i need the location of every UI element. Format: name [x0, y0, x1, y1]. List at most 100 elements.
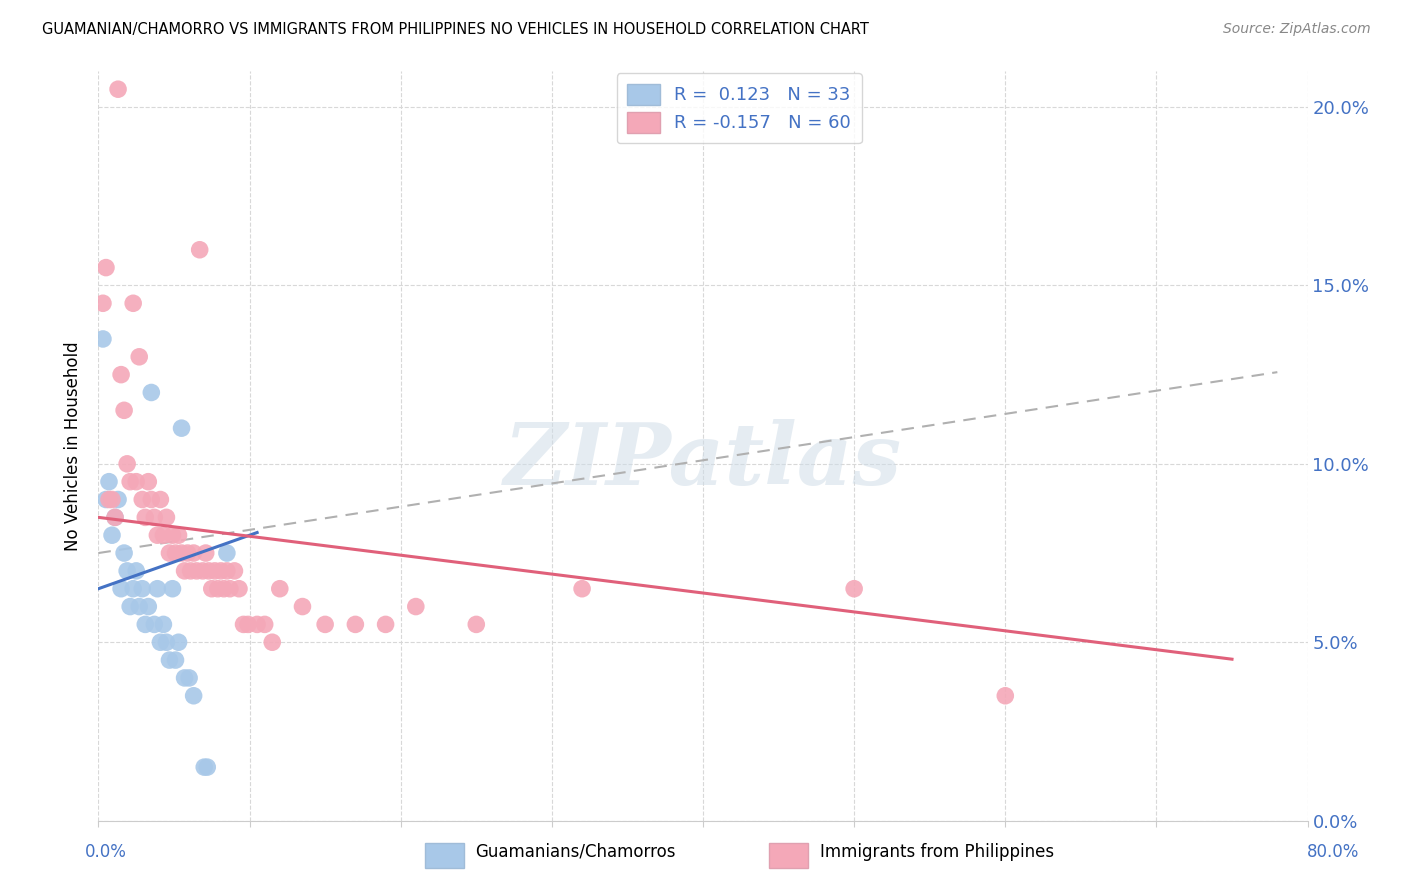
Text: ZIPatlas: ZIPatlas — [503, 419, 903, 503]
Point — [405, 599, 427, 614]
Point — [571, 582, 593, 596]
Point — [219, 582, 242, 596]
Point — [143, 510, 166, 524]
Point — [146, 582, 169, 596]
Point — [115, 457, 138, 471]
Point — [149, 492, 172, 507]
Point — [994, 689, 1017, 703]
Point — [94, 260, 117, 275]
Point — [204, 564, 226, 578]
Point — [101, 492, 124, 507]
Point — [232, 617, 254, 632]
Point — [91, 332, 114, 346]
Point — [170, 421, 193, 435]
Point — [110, 368, 132, 382]
Point — [191, 564, 214, 578]
Point — [91, 296, 114, 310]
Point — [125, 475, 148, 489]
Point — [146, 528, 169, 542]
Point — [101, 528, 124, 542]
Point — [183, 689, 205, 703]
Text: Guamanians/Chamorros: Guamanians/Chamorros — [475, 843, 676, 861]
Point — [314, 617, 336, 632]
Point — [162, 582, 184, 596]
Point — [193, 760, 215, 774]
Point — [149, 635, 172, 649]
Point — [107, 492, 129, 507]
Point — [128, 599, 150, 614]
Point — [112, 403, 135, 417]
Y-axis label: No Vehicles in Household: No Vehicles in Household — [65, 341, 83, 551]
Point — [120, 475, 142, 489]
Point — [136, 475, 159, 489]
Text: Source: ZipAtlas.com: Source: ZipAtlas.com — [1223, 22, 1371, 37]
Point — [112, 546, 135, 560]
Point — [128, 350, 150, 364]
Point — [195, 760, 218, 774]
Point — [176, 546, 198, 560]
Point — [155, 510, 177, 524]
Point — [173, 564, 195, 578]
Text: Immigrants from Philippines: Immigrants from Philippines — [820, 843, 1054, 861]
Point — [183, 546, 205, 560]
Point — [115, 564, 138, 578]
Point — [159, 546, 181, 560]
Point — [104, 510, 127, 524]
Point — [110, 582, 132, 596]
Point — [212, 582, 235, 596]
Point — [167, 635, 190, 649]
Point — [173, 671, 195, 685]
Point — [134, 617, 156, 632]
Point — [262, 635, 284, 649]
Point — [201, 582, 224, 596]
Text: GUAMANIAN/CHAMORRO VS IMMIGRANTS FROM PHILIPPINES NO VEHICLES IN HOUSEHOLD CORRE: GUAMANIAN/CHAMORRO VS IMMIGRANTS FROM PH… — [42, 22, 869, 37]
Point — [131, 582, 153, 596]
Point — [122, 296, 145, 310]
Point — [179, 671, 201, 685]
Point — [344, 617, 367, 632]
Point — [107, 82, 129, 96]
Point — [236, 617, 259, 632]
Point — [215, 546, 238, 560]
Point — [186, 564, 208, 578]
Point — [122, 582, 145, 596]
Point — [155, 635, 177, 649]
Point — [136, 599, 159, 614]
Point — [152, 617, 174, 632]
Point — [844, 582, 866, 596]
Point — [165, 546, 187, 560]
Point — [188, 243, 211, 257]
Text: 0.0%: 0.0% — [84, 843, 127, 861]
Point — [141, 492, 163, 507]
Point — [162, 528, 184, 542]
Point — [167, 528, 190, 542]
Point — [152, 528, 174, 542]
Point — [94, 492, 117, 507]
Point — [180, 564, 202, 578]
Point — [209, 564, 232, 578]
Point — [165, 653, 187, 667]
Point — [134, 510, 156, 524]
Text: 80.0%: 80.0% — [1306, 843, 1360, 861]
Point — [170, 546, 193, 560]
Point — [194, 546, 217, 560]
Point — [374, 617, 396, 632]
Point — [465, 617, 488, 632]
Point — [253, 617, 276, 632]
Point — [159, 653, 181, 667]
Point — [215, 564, 238, 578]
Point — [291, 599, 314, 614]
Point — [104, 510, 127, 524]
Point — [143, 617, 166, 632]
Point — [207, 582, 229, 596]
Point — [269, 582, 291, 596]
Point — [197, 564, 219, 578]
Point — [98, 475, 121, 489]
Point — [98, 492, 121, 507]
Point — [141, 385, 163, 400]
Point — [120, 599, 142, 614]
Point — [228, 582, 250, 596]
Point — [131, 492, 153, 507]
Point — [224, 564, 246, 578]
Point — [125, 564, 148, 578]
